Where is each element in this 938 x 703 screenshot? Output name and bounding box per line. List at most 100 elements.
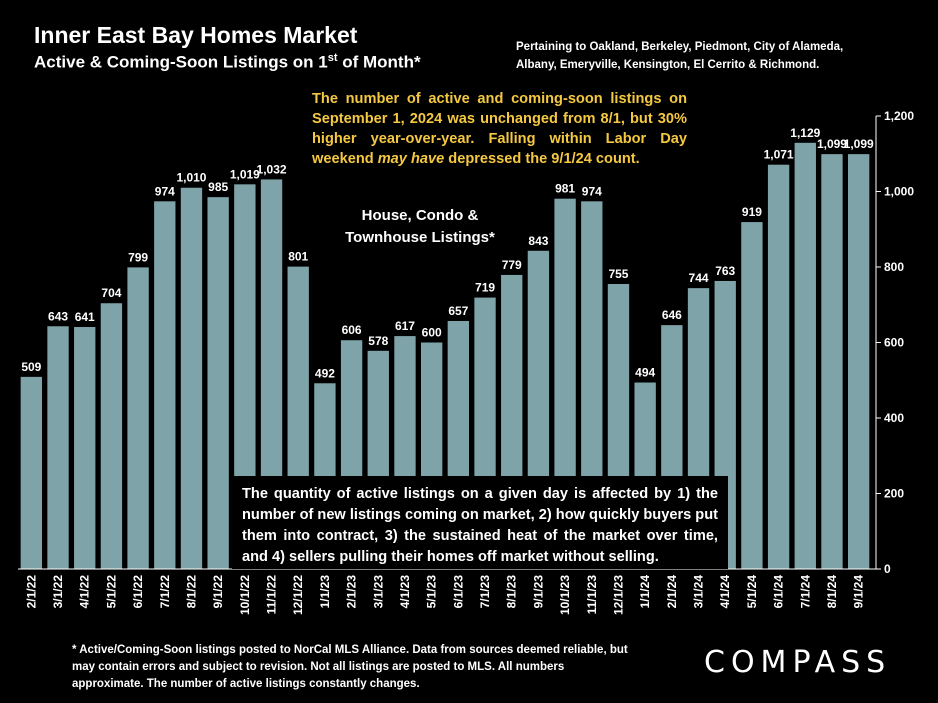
x-tick-label: 9/1/23 — [531, 575, 545, 609]
data-label: 755 — [608, 267, 628, 281]
data-label: 704 — [101, 286, 121, 300]
data-label: 799 — [128, 250, 148, 264]
data-label: 1,071 — [764, 148, 794, 162]
data-label: 843 — [528, 234, 548, 248]
series-label: House, Condo & Townhouse Listings* — [345, 207, 495, 246]
footnote: * Active/Coming-Soon listings posted to … — [72, 644, 628, 690]
callout-emphasis: may have — [377, 151, 445, 167]
bar — [47, 326, 69, 569]
bar — [20, 376, 43, 569]
x-tick-label: 11/1/22 — [265, 575, 279, 615]
bar — [741, 222, 763, 569]
data-label: 1,129 — [790, 126, 820, 140]
chart-subtitle: Active & Coming-Soon Listings on 1st of … — [34, 52, 421, 73]
y-tick-label: 600 — [884, 336, 904, 350]
data-label: 617 — [395, 319, 415, 333]
data-label: 1,099 — [844, 137, 874, 151]
data-label: 985 — [208, 180, 228, 194]
x-tick-label: 4/1/23 — [398, 575, 412, 609]
bar — [260, 179, 283, 570]
bar — [207, 197, 229, 569]
y-tick-label: 200 — [884, 487, 904, 501]
y-tick-label: 0 — [884, 562, 891, 576]
bar — [100, 303, 123, 569]
subtitle-text: Active & Coming-Soon Listings on 1 — [34, 52, 328, 72]
data-label: 1,099 — [817, 137, 847, 151]
data-label: 643 — [48, 309, 68, 323]
data-label: 1,019 — [230, 167, 260, 181]
data-label: 578 — [368, 334, 388, 348]
x-tick-label: 1/1/24 — [638, 575, 652, 609]
data-label: 509 — [21, 360, 41, 374]
x-tick-label: 2/1/22 — [24, 575, 38, 609]
compass-logo: COMPASS — [704, 645, 892, 680]
data-label: 1,010 — [176, 171, 206, 185]
data-label: 974 — [582, 184, 602, 198]
x-tick-label: 2/1/24 — [665, 575, 679, 609]
data-label: 1,032 — [257, 162, 287, 176]
x-tick-label: 12/1/22 — [291, 575, 305, 615]
y-tick-label: 1,000 — [884, 185, 914, 199]
y-tick-label: 400 — [884, 411, 904, 425]
bar — [234, 184, 256, 569]
data-label: 974 — [155, 184, 175, 198]
data-label: 606 — [342, 323, 362, 337]
bar — [847, 154, 870, 569]
x-tick-label: 4/1/22 — [78, 575, 92, 609]
x-tick-label: 4/1/24 — [718, 575, 732, 609]
x-tick-label: 10/1/22 — [238, 575, 252, 615]
data-label: 600 — [422, 326, 442, 340]
x-tick-label: 7/1/23 — [478, 575, 492, 609]
bar — [767, 164, 790, 569]
data-label: 779 — [502, 258, 522, 272]
data-label: 801 — [288, 250, 308, 264]
subtitle-text-end: of Month* — [337, 52, 421, 72]
x-tick-label: 7/1/22 — [158, 575, 172, 609]
x-tick-label: 5/1/24 — [745, 575, 759, 609]
x-tick-label: 8/1/24 — [825, 575, 839, 609]
data-label: 641 — [75, 310, 95, 324]
x-tick-label: 1/1/23 — [318, 575, 332, 609]
chart-title: Inner East Bay Homes Market — [34, 22, 358, 48]
data-label: 657 — [448, 304, 468, 318]
bar — [74, 327, 96, 569]
data-label: 719 — [475, 281, 495, 295]
y-tick-label: 1,200 — [884, 109, 914, 123]
data-label: 763 — [715, 264, 735, 278]
x-tick-label: 6/1/23 — [451, 575, 465, 609]
x-tick-label: 12/1/23 — [611, 575, 625, 615]
data-label: 494 — [635, 366, 655, 380]
y-tick-label: 800 — [884, 260, 904, 274]
x-tick-label: 8/1/22 — [184, 575, 198, 609]
data-label: 919 — [742, 205, 762, 219]
x-tick-label: 5/1/23 — [425, 575, 439, 609]
data-label: 492 — [315, 366, 335, 380]
x-tick-label: 3/1/24 — [692, 575, 706, 609]
x-tick-label: 10/1/23 — [558, 575, 572, 615]
x-tick-label: 6/1/22 — [131, 575, 145, 609]
callout-annotation: The number of active and coming-soon lis… — [312, 89, 687, 169]
x-tick-label: 2/1/23 — [345, 575, 359, 609]
callout-text-end: depressed the 9/1/24 count. — [444, 151, 640, 167]
bar — [154, 201, 176, 569]
data-label: 646 — [662, 308, 682, 322]
x-tick-label: 8/1/23 — [505, 575, 519, 609]
data-label: 981 — [555, 182, 575, 196]
note-annotation: The quantity of active listings on a giv… — [232, 476, 728, 569]
bar — [180, 187, 203, 569]
x-tick-label: 7/1/24 — [798, 575, 812, 609]
x-tick-label: 6/1/24 — [772, 575, 786, 609]
bar — [127, 267, 149, 569]
x-tick-label: 9/1/22 — [211, 575, 225, 609]
callout-text: The number of active and coming-soon lis… — [312, 91, 687, 167]
bar — [794, 142, 816, 570]
bar — [821, 154, 843, 569]
subtitle-sup: st — [327, 52, 338, 64]
x-tick-label: 11/1/23 — [585, 575, 599, 615]
x-tick-label: 5/1/22 — [104, 575, 118, 609]
x-tick-label: 9/1/24 — [852, 575, 866, 609]
x-tick-label: 3/1/23 — [371, 575, 385, 609]
region-note: Pertaining to Oakland, Berkeley, Piedmon… — [516, 41, 844, 71]
data-label: 744 — [689, 271, 709, 285]
